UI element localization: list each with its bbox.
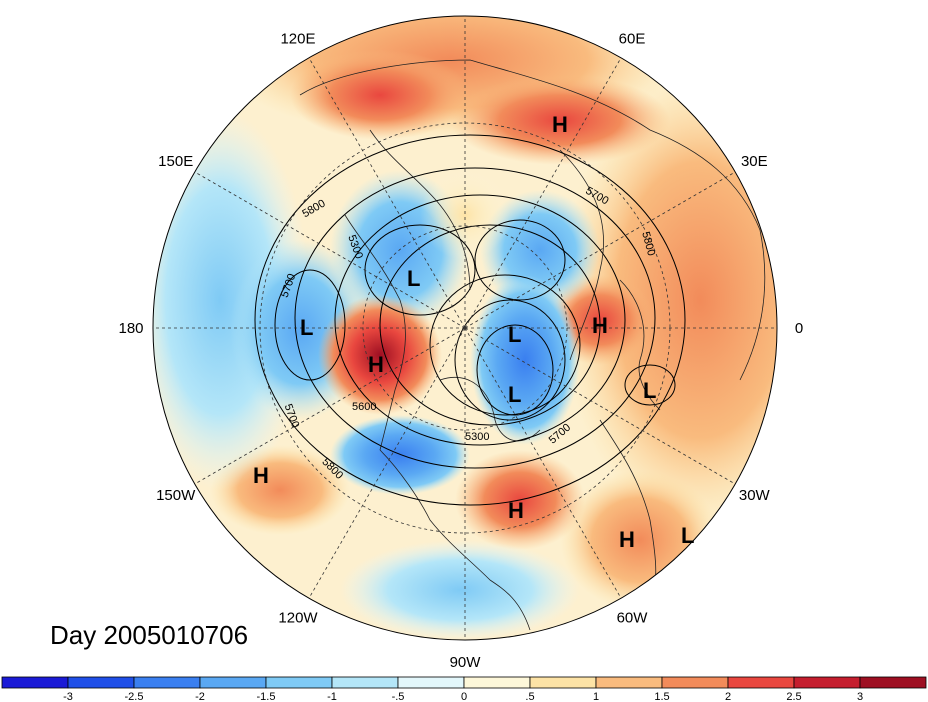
colorbar-tick-label: .5: [525, 691, 534, 702]
polar-stereographic-map: 90E 60E 30E 0 30W 60W 90W 120W 150W 180 150E 120E H…: [118, 0, 803, 671]
longitude-label: 120W: [278, 609, 318, 626]
longitude-label: 180: [118, 320, 143, 337]
colorbar-swatch: [1, 676, 69, 689]
longitude-label: 150E: [158, 153, 193, 170]
colorbar-swatch: [265, 676, 333, 689]
high-center-label: H: [253, 463, 269, 488]
meridian-line: [464, 57, 622, 329]
high-center-label: H: [619, 527, 635, 552]
height-contours: [254, 134, 686, 506]
colorbar-swatch: [133, 676, 201, 689]
meridian-line: [464, 327, 622, 599]
high-center-label: H: [508, 498, 524, 523]
anomaly-shading: [153, 16, 777, 640]
meridian-line: [194, 171, 466, 329]
pressure-centers: H L H L L H L L H H H H L: [253, 112, 694, 552]
colorbar-swatch: [199, 676, 267, 689]
colorbar-tick-label: -.5: [392, 691, 405, 702]
longitude-label: 150W: [156, 487, 196, 504]
colorbar-swatch: [661, 676, 729, 689]
colorbar-tick-label: 2.5: [786, 691, 801, 702]
longitude-label: 30W: [739, 487, 771, 504]
longitude-label: 120E: [280, 31, 315, 48]
colorbar-swatch: [397, 676, 465, 689]
high-center-label: H: [552, 112, 568, 137]
colorbar-tick-label: -2.5: [125, 691, 144, 702]
low-center-label: L: [681, 523, 694, 548]
low-center-label: L: [407, 266, 420, 291]
colorbar-tick-label: 3: [857, 691, 863, 702]
high-center-label: H: [368, 352, 384, 377]
meridian-line: [464, 171, 736, 329]
colorbar-tick-label: 1: [593, 691, 599, 702]
longitude-label: 30E: [741, 153, 768, 170]
continent-outlines: [299, 59, 766, 631]
graticule: [152, 15, 778, 641]
contour-label: 5600: [352, 401, 376, 413]
colorbar-tick-label: 1.5: [654, 691, 669, 702]
low-center-label: L: [643, 378, 656, 403]
contour-label: 5300: [465, 431, 489, 443]
high-center-label: H: [592, 313, 608, 338]
colorbar-swatch: [463, 676, 531, 689]
colorbar-tick-label: -1: [327, 691, 337, 702]
meridian-line: [194, 327, 466, 485]
longitude-label: 0: [795, 320, 803, 337]
colorbar-tick-label: 0: [461, 691, 467, 702]
colorbar-tick-label: -3: [63, 691, 73, 702]
colorbar-swatch: [595, 676, 663, 689]
colorbar-tick-label: -2: [195, 691, 205, 702]
colorbar-swatch: [67, 676, 135, 689]
longitude-label: 60W: [617, 609, 649, 626]
colorbar-swatch: [529, 676, 597, 689]
longitude-labels: 90E 60E 30E 0 30W 60W 90W 120W 150W 180 150E 120E: [118, 0, 803, 671]
longitude-label: 90W: [450, 654, 482, 671]
colorbar-tick-label: -1.5: [257, 691, 276, 702]
longitude-label: 90E: [452, 0, 479, 3]
colorbar-swatch: [727, 676, 795, 689]
colorbar: -3 -2.5 -2 -1.5 -1 -.5 0 .5 1 1.5 2 2.5 3: [1, 676, 927, 702]
map-date-title: Day 2005010706: [50, 620, 249, 650]
low-center-label: L: [508, 382, 521, 407]
colorbar-swatch: [331, 676, 399, 689]
colorbar-swatch: [859, 676, 927, 689]
longitude-label: 60E: [619, 31, 646, 48]
low-center-label: L: [508, 322, 521, 347]
colorbar-tick-label: 2: [725, 691, 731, 702]
low-center-label: L: [300, 315, 313, 340]
meridian-line: [464, 327, 736, 485]
meridian-line: [308, 327, 466, 599]
colorbar-swatch: [793, 676, 861, 689]
meridian-line: [308, 57, 466, 329]
